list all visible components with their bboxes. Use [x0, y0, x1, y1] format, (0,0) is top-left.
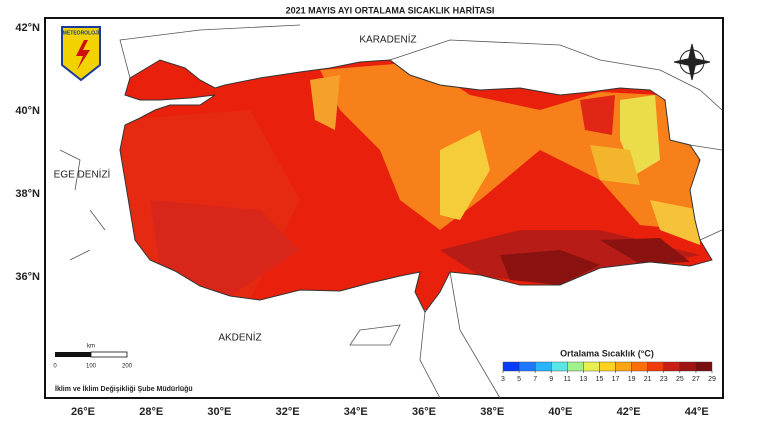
- legend-swatch: [502, 361, 520, 372]
- legend-tick-label: 13: [579, 376, 587, 383]
- legend-swatch: [615, 361, 632, 372]
- legend-swatch: [551, 361, 568, 372]
- legend-title: Ortalama Sıcaklık (°C): [560, 348, 654, 358]
- lon-label: 42°E: [617, 406, 641, 418]
- legend-tick-label: 11: [564, 376, 571, 383]
- scale-unit: km: [87, 344, 95, 350]
- logo: METEOROLOJİ: [61, 26, 101, 82]
- legend-tick-label: 17: [612, 376, 620, 383]
- legend-swatch: [583, 361, 600, 372]
- legend-tick-label: 7: [533, 376, 537, 383]
- lon-label: 38°E: [480, 406, 504, 418]
- title: 2021 MAYIS AYI ORTALAMA SICAKLIK HARİTAS…: [286, 5, 495, 15]
- scale-bar: [55, 351, 128, 358]
- legend-tick-label: 9: [549, 376, 553, 383]
- legend-swatch: [695, 361, 713, 372]
- lon-label: 34°E: [344, 406, 368, 418]
- footer: İklim ve İklim Değişikliği Şube Müdürlüğ…: [55, 385, 193, 393]
- sea-label: EGE DENİZİ: [54, 168, 111, 181]
- lat-label: 36°N: [15, 271, 40, 283]
- legend-tick-label: 15: [596, 376, 604, 383]
- scale-label: 0: [53, 364, 57, 370]
- lon-label: 44°E: [685, 406, 709, 418]
- legend-swatch: [663, 361, 681, 372]
- lon-label: 36°E: [412, 406, 436, 418]
- legend-swatch: [631, 361, 648, 372]
- lon-label: 28°E: [139, 406, 163, 418]
- legend-swatch: [567, 361, 584, 372]
- neighbors: [59, 24, 723, 399]
- legend-tick-label: 27: [692, 376, 700, 383]
- lon-label: 40°E: [548, 406, 572, 418]
- lat-label: 38°N: [15, 188, 40, 200]
- legend-swatch: [647, 361, 664, 372]
- lon-label: 30°E: [207, 406, 231, 418]
- legend-tick-label: 23: [660, 376, 668, 383]
- legend-tick-label: 21: [644, 376, 652, 383]
- legend-tick-label: 3: [501, 376, 505, 383]
- lon-label: 26°E: [71, 406, 95, 418]
- sea-label: AKDENİZ: [218, 331, 261, 344]
- legend-swatch: [518, 361, 536, 372]
- logo-text: METEOROLOJİ: [63, 29, 100, 36]
- legend-tick-label: 5: [517, 376, 521, 383]
- scale-label: 200: [122, 364, 133, 370]
- legend-swatch: [599, 361, 616, 372]
- legend-tick-label: 25: [676, 376, 684, 383]
- lon-label: 32°E: [276, 406, 300, 418]
- lat-label: 40°N: [15, 105, 40, 117]
- legend-tick-label: 19: [628, 376, 636, 383]
- lat-label: 42°N: [15, 22, 40, 34]
- compass: [673, 43, 711, 81]
- legend-tick-label: 29: [708, 376, 716, 383]
- scale-label: 100: [86, 364, 97, 370]
- sea-label: KARADENİZ: [359, 33, 416, 46]
- legend-swatch: [534, 361, 552, 372]
- legend-swatch: [679, 361, 697, 372]
